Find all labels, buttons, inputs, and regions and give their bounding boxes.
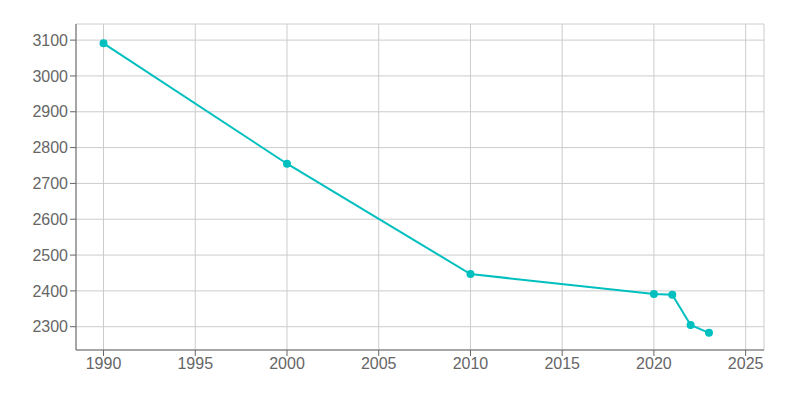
svg-text:2500: 2500 <box>32 247 68 264</box>
svg-text:2700: 2700 <box>32 175 68 192</box>
svg-text:2000: 2000 <box>269 355 305 372</box>
svg-text:1995: 1995 <box>177 355 213 372</box>
svg-text:2600: 2600 <box>32 211 68 228</box>
svg-text:2300: 2300 <box>32 318 68 335</box>
svg-text:3000: 3000 <box>32 68 68 85</box>
svg-text:2400: 2400 <box>32 283 68 300</box>
svg-text:2015: 2015 <box>544 355 580 372</box>
svg-text:2005: 2005 <box>361 355 397 372</box>
svg-text:2900: 2900 <box>32 103 68 120</box>
svg-text:2010: 2010 <box>453 355 489 372</box>
svg-text:2020: 2020 <box>636 355 672 372</box>
svg-text:3100: 3100 <box>32 32 68 49</box>
svg-text:1990: 1990 <box>86 355 122 372</box>
svg-text:2800: 2800 <box>32 139 68 156</box>
svg-text:2025: 2025 <box>728 355 764 372</box>
